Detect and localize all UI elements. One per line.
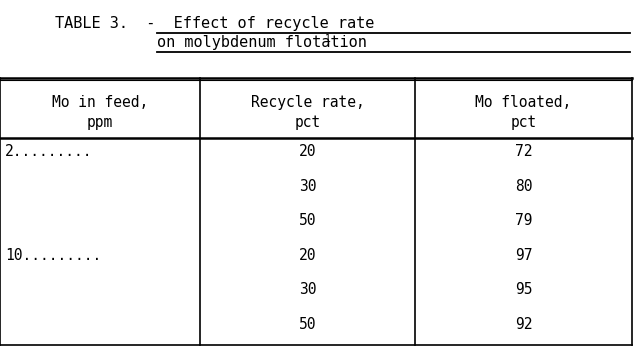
Text: on molybdenum flotation: on molybdenum flotation — [157, 35, 367, 50]
Text: 50: 50 — [299, 213, 316, 228]
Text: 20: 20 — [299, 248, 316, 263]
Text: pct: pct — [294, 115, 321, 130]
Text: 20: 20 — [299, 144, 316, 159]
Text: pct: pct — [510, 115, 536, 130]
Text: 72: 72 — [515, 144, 533, 159]
Text: 30: 30 — [299, 282, 316, 297]
Text: Mo in feed,: Mo in feed, — [52, 95, 148, 110]
Text: 1: 1 — [325, 34, 331, 44]
Text: 95: 95 — [515, 282, 533, 297]
Text: 10.........: 10......... — [5, 248, 101, 263]
Text: 97: 97 — [515, 248, 533, 263]
Text: 2.........: 2......... — [5, 144, 93, 159]
Text: 80: 80 — [515, 179, 533, 194]
Text: Recycle rate,: Recycle rate, — [250, 95, 365, 110]
Text: 50: 50 — [299, 317, 316, 332]
Text: 92: 92 — [515, 317, 533, 332]
Text: 79: 79 — [515, 213, 533, 228]
Text: TABLE 3.  -  Effect of recycle rate: TABLE 3. - Effect of recycle rate — [55, 16, 374, 31]
Text: 30: 30 — [299, 179, 316, 194]
Text: ppm: ppm — [87, 115, 113, 130]
Text: Mo floated,: Mo floated, — [476, 95, 572, 110]
